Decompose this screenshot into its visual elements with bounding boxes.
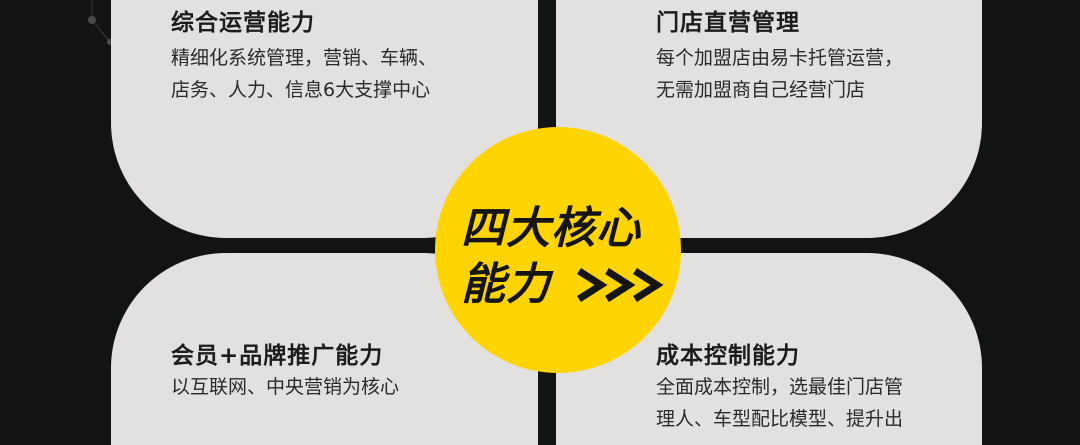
card-title: 会员+品牌推广能力 bbox=[171, 343, 384, 369]
card-text-line: 无需加盟商自己经营门店 bbox=[656, 79, 866, 101]
card-text-line: 以互联网、中央营销为核心 bbox=[171, 376, 400, 398]
card-title: 成本控制能力 bbox=[656, 343, 800, 369]
card-title: 门店直营管理 bbox=[656, 10, 800, 36]
core-capabilities-badge: 四大核心 能力 bbox=[435, 127, 681, 373]
card-text-line: 全面成本控制，选最佳门店管 bbox=[656, 376, 904, 398]
card-title: 综合运营能力 bbox=[171, 10, 315, 36]
card-text-line: 理人、车型配比模型、提升出 bbox=[656, 408, 904, 430]
card-membership-brand-promotion: 会员+品牌推广能力 以互联网、中央营销为核心 bbox=[111, 253, 538, 445]
badge-title-line-2: 能力 bbox=[461, 259, 551, 310]
badge-title-line-1: 四大核心 bbox=[461, 203, 641, 254]
card-integrated-operations: 综合运营能力 精细化系统管理，营销、车辆、 店务、人力、信息6大支撑中心 bbox=[111, 0, 538, 238]
card-store-direct-management: 门店直营管理 每个加盟店由易卡托管运营， 无需加盟商自己经营门店 bbox=[556, 0, 982, 238]
card-text-line: 店务、人力、信息6大支撑中心 bbox=[171, 79, 431, 101]
triple-chevron-right-icon bbox=[577, 268, 664, 302]
card-text-line: 精细化系统管理，营销、车辆、 bbox=[171, 47, 438, 69]
card-text-line: 每个加盟店由易卡托管运营， bbox=[656, 47, 904, 69]
